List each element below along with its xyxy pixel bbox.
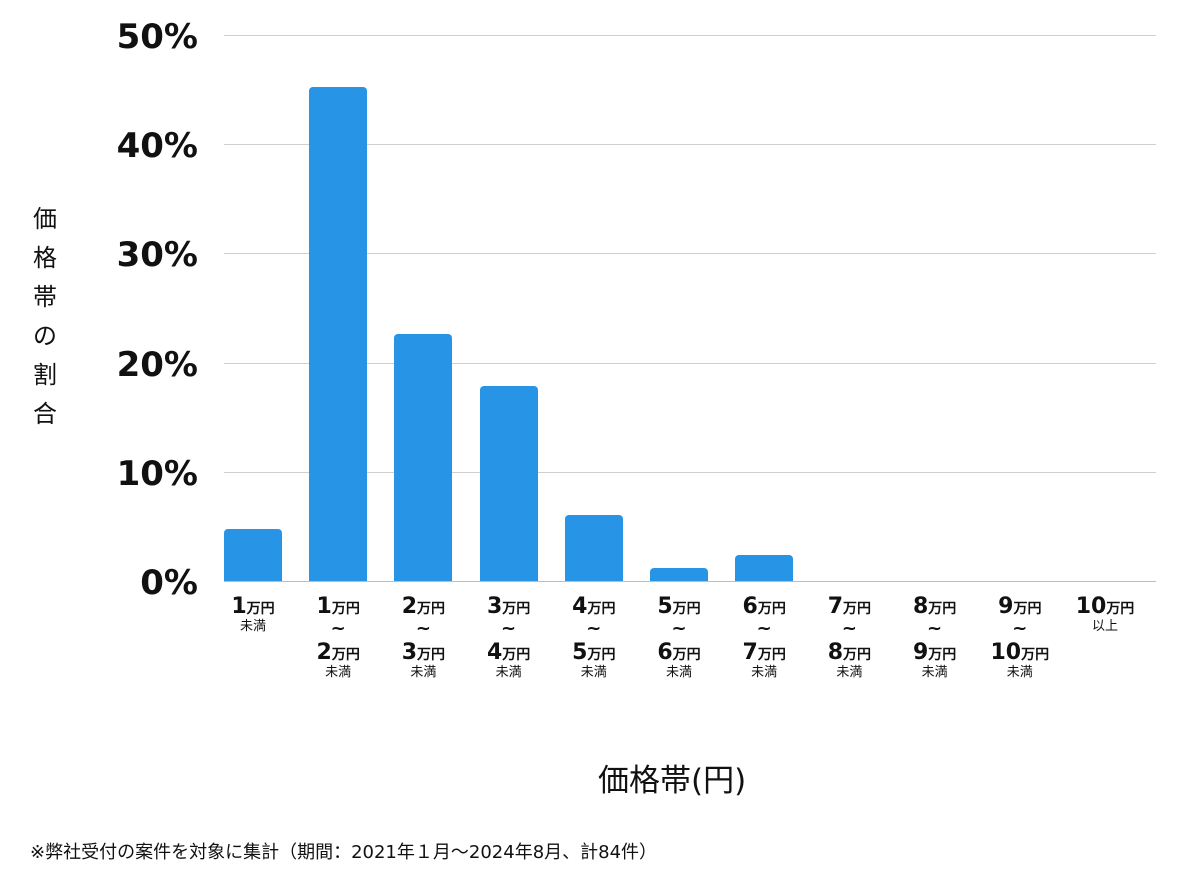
- x-axis-label: 価格帯(円): [598, 763, 747, 799]
- gridline: [224, 253, 1156, 254]
- x-tick-label: 3万円 ~4万円 未満: [486, 594, 531, 680]
- gridline: [224, 472, 1156, 473]
- x-tick-label: 1万円 ~2万円 未満: [316, 594, 360, 680]
- gridline: [224, 363, 1156, 364]
- x-tick-label: 10万円 以上: [1075, 594, 1135, 634]
- x-tick-label: 1万円 未満: [231, 594, 275, 634]
- bar: [394, 334, 453, 581]
- gridline: [224, 581, 1156, 582]
- x-tick-label: 4万円 ~5万円 未満: [572, 594, 616, 680]
- x-tick-label: 7万円 ~8万円 未満: [827, 594, 872, 680]
- footnote: ※弊社受付の案件を対象に集計（期間：2021年１月〜2024年8月、計84件）: [30, 842, 658, 863]
- y-tick-label: 20%: [116, 345, 198, 385]
- y-tick-label: 40%: [116, 126, 198, 166]
- bar: [309, 87, 368, 581]
- bar: [735, 554, 794, 581]
- x-tick-label: 8万円 ~9万円 未満: [912, 594, 957, 680]
- y-tick-label: 30%: [116, 235, 198, 275]
- x-tick-label: 2万円 ~3万円 未満: [401, 594, 446, 680]
- y-tick-label: 50%: [116, 17, 198, 57]
- gridline: [224, 144, 1156, 145]
- x-tick-label: 5万円 ~6万円 未満: [657, 594, 701, 680]
- gridline: [224, 35, 1156, 36]
- x-tick-label: 9万円 ~10万円 未満: [990, 594, 1050, 680]
- y-axis-label: 価格帯の割合: [33, 205, 57, 428]
- x-tick-label: 6万円 ~7万円 未満: [742, 594, 786, 680]
- bar: [564, 515, 623, 581]
- bar: [650, 567, 708, 581]
- bar: [479, 385, 538, 581]
- y-tick-label: 0%: [140, 563, 198, 603]
- bar: [224, 528, 282, 581]
- y-tick-label: 10%: [116, 454, 198, 494]
